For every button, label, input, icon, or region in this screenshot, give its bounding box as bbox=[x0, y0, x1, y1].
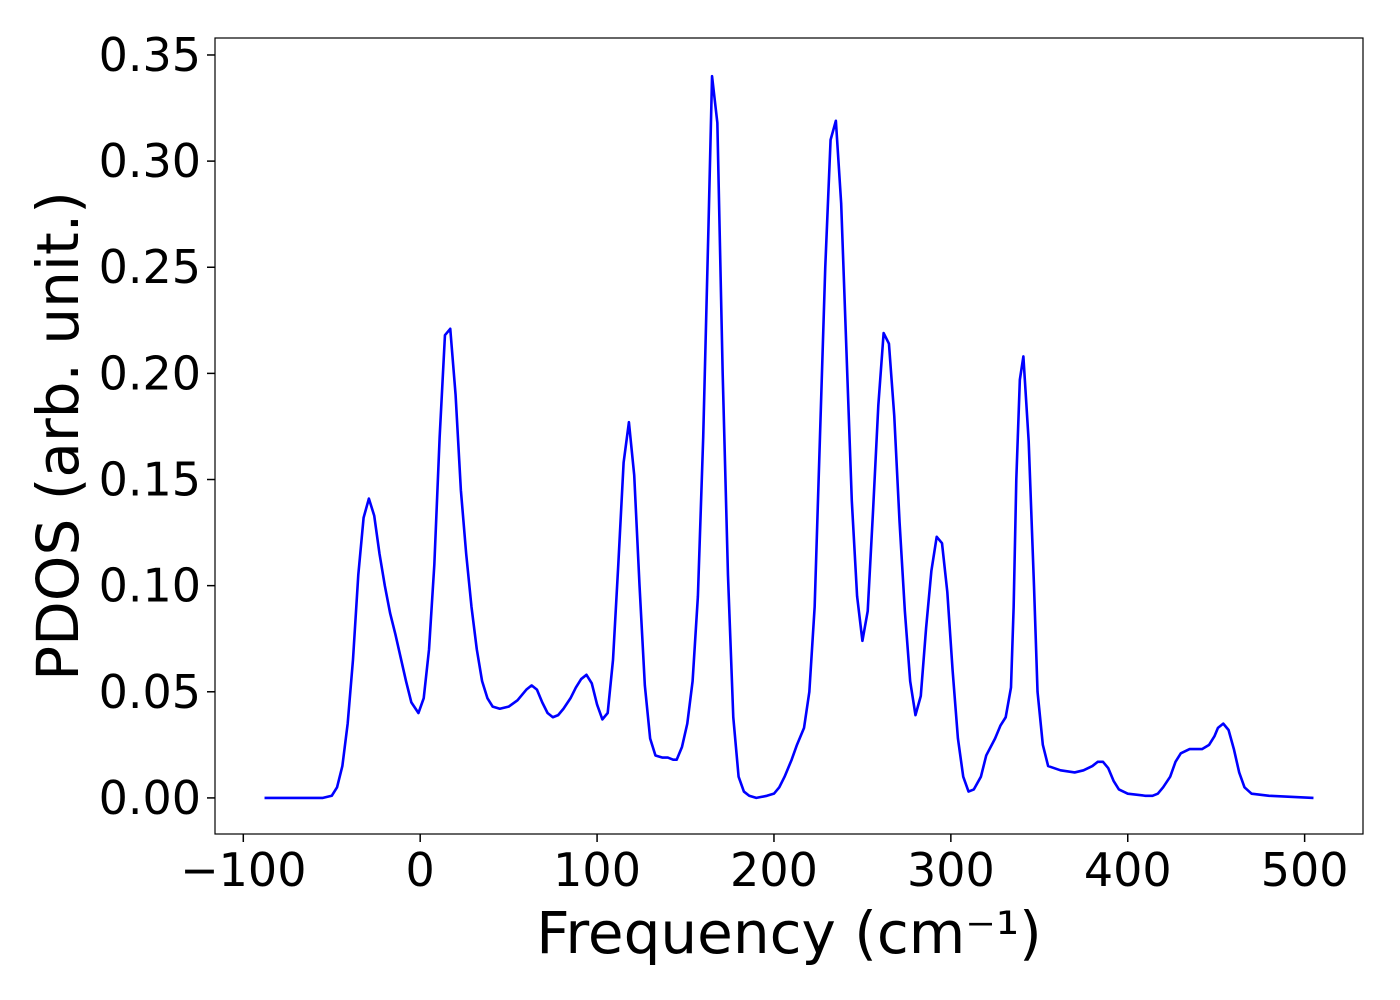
pdos-line bbox=[264, 74, 1314, 800]
y-tick-label: 0.25 bbox=[99, 240, 201, 294]
x-tick-label: 0 bbox=[406, 843, 435, 897]
y-tick-label: 0.30 bbox=[99, 134, 201, 188]
y-tick-label: 0.35 bbox=[99, 28, 201, 82]
x-tick-label: 500 bbox=[1261, 843, 1349, 897]
x-tick-label: 400 bbox=[1084, 843, 1172, 897]
x-tick-label: 300 bbox=[907, 843, 995, 897]
plot-frame bbox=[214, 37, 1364, 835]
y-tick-label: 0.05 bbox=[99, 665, 201, 719]
x-tick-label: −100 bbox=[180, 843, 306, 897]
y-tick-label: 0.10 bbox=[99, 559, 201, 613]
x-axis-label: Frequency (cm⁻¹) bbox=[536, 899, 1042, 967]
y-axis-label: PDOS (arb. unit.) bbox=[24, 191, 92, 681]
y-tick-label: 0.00 bbox=[99, 771, 201, 825]
x-tick-label: 100 bbox=[553, 843, 641, 897]
y-tick-label: 0.15 bbox=[99, 453, 201, 507]
y-tick-label: 0.20 bbox=[99, 346, 201, 400]
x-tick-label: 200 bbox=[730, 843, 818, 897]
